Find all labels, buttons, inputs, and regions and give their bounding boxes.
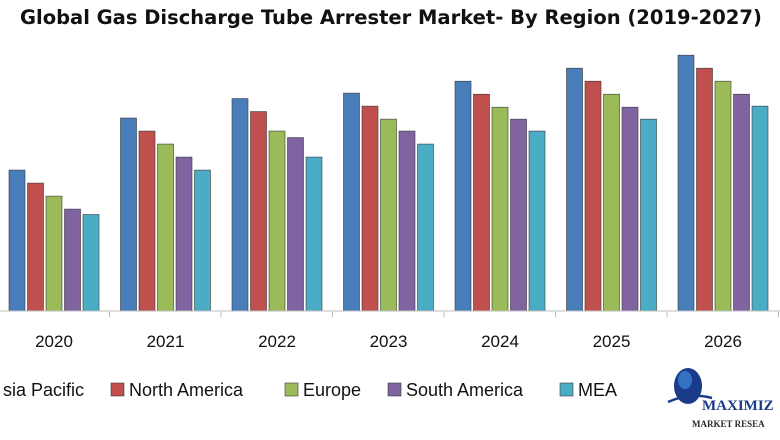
legend-swatch-europe bbox=[284, 382, 299, 397]
bar-asia-pacific-2022 bbox=[231, 98, 249, 312]
bar-asia-pacific-2023 bbox=[343, 92, 360, 312]
bar-north-america-2024 bbox=[473, 93, 490, 312]
bar-south-america-2026 bbox=[733, 93, 750, 312]
legend-label-south-america: South America bbox=[406, 380, 524, 400]
bar-europe-2025 bbox=[603, 93, 620, 312]
bar-north-america-2023 bbox=[361, 105, 379, 312]
bar-europe-2020 bbox=[45, 195, 63, 312]
x-axis-ticks bbox=[109, 311, 779, 317]
bar-europe-2022 bbox=[268, 130, 286, 312]
x-tick-label-2026: 2026 bbox=[704, 332, 742, 351]
bar-asia-pacific-2024 bbox=[454, 80, 472, 312]
x-tick-label-2025: 2025 bbox=[593, 332, 631, 351]
bar-asia-pacific-2026 bbox=[677, 54, 695, 312]
bar-mea-2022 bbox=[305, 156, 323, 312]
legend-label-north-america: North America bbox=[129, 380, 244, 400]
bar-asia-pacific-2025 bbox=[566, 67, 583, 312]
bar-south-america-2025 bbox=[621, 106, 639, 312]
x-tick-label-2022: 2022 bbox=[258, 332, 296, 351]
logo-name: MAXIMIZ bbox=[702, 398, 774, 414]
bar-south-america-2023 bbox=[398, 130, 416, 312]
bar-mea-2026 bbox=[751, 105, 769, 312]
logo-tagline: MARKET RESEA bbox=[692, 419, 765, 429]
bar-north-america-2025 bbox=[584, 80, 602, 312]
x-tick-label-2020: 2020 bbox=[35, 332, 73, 351]
bar-north-america-2026 bbox=[696, 67, 713, 312]
bar-europe-2023 bbox=[380, 118, 397, 312]
chart-title: Global Gas Discharge Tube Arrester Marke… bbox=[20, 6, 762, 29]
bar-south-america-2021 bbox=[175, 156, 193, 312]
bar-north-america-2022 bbox=[250, 111, 267, 312]
bar-europe-2024 bbox=[491, 106, 509, 312]
globe-highlight-icon bbox=[678, 371, 692, 389]
bar-mea-2020 bbox=[82, 214, 100, 312]
bar-asia-pacific-2020 bbox=[8, 169, 26, 312]
bar-north-america-2020 bbox=[27, 182, 44, 312]
company-logo: MAXIMIZ MARKET RESEA bbox=[667, 368, 774, 429]
legend-swatch-mea bbox=[559, 382, 574, 397]
bar-south-america-2022 bbox=[287, 137, 304, 312]
x-tick-label-2023: 2023 bbox=[370, 332, 408, 351]
legend-swatch-south-america bbox=[387, 382, 402, 397]
bar-mea-2023 bbox=[417, 143, 434, 312]
bar-asia-pacific-2021 bbox=[120, 117, 137, 312]
bar-europe-2021 bbox=[157, 143, 174, 312]
x-axis-labels: 2020 2021 2022 2023 2024 2025 2026 bbox=[35, 332, 742, 351]
bar-mea-2024 bbox=[528, 130, 546, 312]
x-tick-label-2024: 2024 bbox=[481, 332, 519, 351]
legend: sia Pacific North America Europe South Amer… bbox=[3, 380, 617, 400]
bars-group bbox=[8, 54, 769, 312]
bar-south-america-2024 bbox=[510, 118, 527, 312]
bar-mea-2025 bbox=[640, 118, 657, 312]
legend-label-europe: Europe bbox=[303, 380, 361, 400]
legend-swatch-north-america bbox=[110, 382, 125, 397]
x-tick-label-2021: 2021 bbox=[147, 332, 185, 351]
bar-mea-2021 bbox=[194, 169, 211, 312]
legend-label-asia-pacific: sia Pacific bbox=[3, 380, 84, 400]
bar-south-america-2020 bbox=[64, 208, 81, 312]
bar-europe-2026 bbox=[714, 80, 732, 312]
swoosh-icon bbox=[667, 394, 713, 404]
bar-north-america-2021 bbox=[138, 130, 156, 312]
legend-label-mea: MEA bbox=[578, 380, 617, 400]
